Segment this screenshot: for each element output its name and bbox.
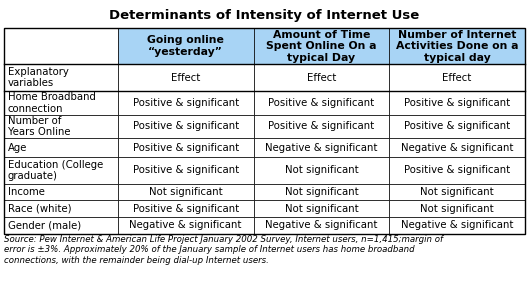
- Bar: [4, 91, 118, 115]
- Text: Gender (male): Gender (male): [8, 220, 81, 230]
- Bar: [4, 217, 118, 234]
- Text: Positive & significant: Positive & significant: [404, 98, 510, 108]
- Text: Positive & significant: Positive & significant: [132, 165, 239, 175]
- Bar: [118, 157, 253, 184]
- Bar: [253, 91, 389, 115]
- Bar: [253, 115, 389, 138]
- Bar: [4, 115, 118, 138]
- Text: Negative & significant: Negative & significant: [130, 220, 242, 230]
- Bar: [389, 200, 525, 217]
- Text: Not significant: Not significant: [420, 187, 494, 197]
- Text: Positive & significant: Positive & significant: [268, 122, 375, 131]
- Text: Not significant: Not significant: [285, 204, 358, 214]
- Text: Positive & significant: Positive & significant: [268, 98, 375, 108]
- Bar: [253, 217, 389, 234]
- Bar: [389, 138, 525, 157]
- Text: Explanatory
variables: Explanatory variables: [8, 67, 69, 88]
- Text: Negative & significant: Negative & significant: [265, 143, 378, 153]
- Text: Positive & significant: Positive & significant: [132, 122, 239, 131]
- Bar: [389, 91, 525, 115]
- Bar: [118, 91, 253, 115]
- Bar: [4, 28, 118, 64]
- Text: Source: Pew Internet & American Life Project January 2002 Survey, Internet users: Source: Pew Internet & American Life Pro…: [4, 235, 443, 265]
- Bar: [253, 200, 389, 217]
- Text: Positive & significant: Positive & significant: [132, 143, 239, 153]
- Bar: [118, 200, 253, 217]
- Text: Not significant: Not significant: [285, 187, 358, 197]
- Text: Number of
Years Online: Number of Years Online: [8, 116, 70, 137]
- Text: Not significant: Not significant: [420, 204, 494, 214]
- Bar: [4, 200, 118, 217]
- Bar: [118, 184, 253, 200]
- Bar: [4, 184, 118, 200]
- Text: Amount of Time
Spent Online On a
typical Day: Amount of Time Spent Online On a typical…: [266, 29, 377, 63]
- Text: Not significant: Not significant: [285, 165, 358, 175]
- Bar: [389, 28, 525, 64]
- Bar: [253, 157, 389, 184]
- Text: Home Broadband
connection: Home Broadband connection: [8, 92, 96, 114]
- Bar: [253, 64, 389, 91]
- Bar: [4, 157, 118, 184]
- Bar: [253, 138, 389, 157]
- Bar: [389, 217, 525, 234]
- Bar: [253, 28, 389, 64]
- Text: Determinants of Intensity of Internet Use: Determinants of Intensity of Internet Us…: [110, 9, 419, 22]
- Text: Effect: Effect: [442, 73, 472, 83]
- Bar: [4, 28, 525, 234]
- Bar: [118, 64, 253, 91]
- Text: Positive & significant: Positive & significant: [404, 122, 510, 131]
- Text: Number of Internet
Activities Done on a
typical day: Number of Internet Activities Done on a …: [396, 29, 518, 63]
- Bar: [118, 217, 253, 234]
- Bar: [389, 115, 525, 138]
- Text: Age: Age: [8, 143, 28, 153]
- Bar: [253, 184, 389, 200]
- Text: Negative & significant: Negative & significant: [265, 220, 378, 230]
- Bar: [118, 138, 253, 157]
- Bar: [4, 64, 118, 91]
- Text: Effect: Effect: [307, 73, 336, 83]
- Bar: [118, 115, 253, 138]
- Text: Not significant: Not significant: [149, 187, 223, 197]
- Bar: [389, 184, 525, 200]
- Text: Positive & significant: Positive & significant: [404, 165, 510, 175]
- Text: Negative & significant: Negative & significant: [401, 220, 513, 230]
- Text: Positive & significant: Positive & significant: [132, 204, 239, 214]
- Text: Effect: Effect: [171, 73, 200, 83]
- Bar: [389, 157, 525, 184]
- Bar: [389, 64, 525, 91]
- Text: Going online
“yesterday”: Going online “yesterday”: [147, 35, 224, 57]
- Text: Education (College
graduate): Education (College graduate): [8, 160, 103, 181]
- Text: Race (white): Race (white): [8, 204, 71, 214]
- Text: Positive & significant: Positive & significant: [132, 98, 239, 108]
- Text: Negative & significant: Negative & significant: [401, 143, 513, 153]
- Bar: [118, 28, 253, 64]
- Bar: [4, 138, 118, 157]
- Text: Income: Income: [8, 187, 45, 197]
